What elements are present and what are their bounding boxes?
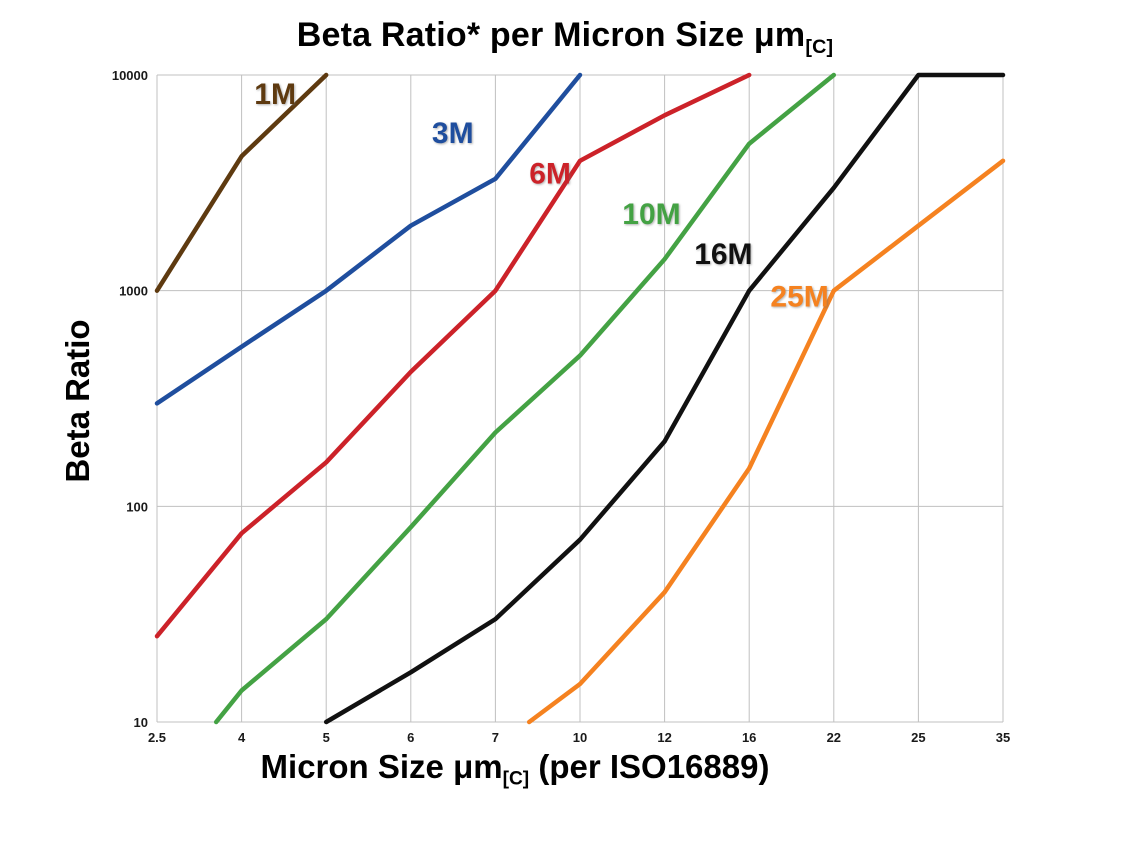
x-tick-label: 6 (407, 730, 414, 745)
y-tick-label: 10 (134, 715, 148, 730)
chart-title: Beta Ratio* per Micron Size μm[C] (0, 16, 1130, 59)
series-line-3M (154, 72, 583, 406)
series-label-25M: 25M (770, 281, 828, 314)
x-axis-title-suffix: (per ISO16889) (529, 748, 770, 785)
series-label-1M: 1M (254, 78, 296, 111)
y-tick-label: 10000 (112, 68, 148, 83)
series-line-25M (526, 158, 1006, 725)
x-tick-label: 2.5 (148, 730, 166, 745)
series-label-3M: 3M (432, 117, 474, 150)
series-label-6M: 6M (529, 158, 571, 191)
x-tick-label: 5 (323, 730, 330, 745)
x-axis-title: Micron Size μm[C] (per ISO16889) (0, 748, 1030, 791)
y-tick-label: 100 (126, 499, 148, 514)
x-tick-label: 4 (238, 730, 246, 745)
x-tick-label: 7 (492, 730, 499, 745)
series-label-10M: 10M (622, 198, 680, 231)
x-axis-title-subscript: [C] (502, 768, 530, 790)
series-line-1M (154, 72, 329, 293)
series-line-10M (213, 72, 837, 725)
x-tick-label: 25 (911, 730, 925, 745)
chart-title-main: Beta Ratio* per Micron Size μm (296, 16, 806, 54)
x-tick-label: 12 (657, 730, 671, 745)
series-line-6M (154, 72, 752, 639)
x-tick-label: 35 (996, 730, 1010, 745)
series-label-16M: 16M (694, 238, 752, 271)
chart-title-subscript: [C] (805, 35, 834, 58)
series-line-16M (323, 72, 1006, 725)
x-tick-label: 16 (742, 730, 756, 745)
y-tick-label: 1000 (119, 284, 148, 299)
x-tick-label: 22 (827, 730, 841, 745)
x-axis-title-main: Micron Size μm (260, 748, 503, 785)
x-tick-label: 10 (573, 730, 587, 745)
